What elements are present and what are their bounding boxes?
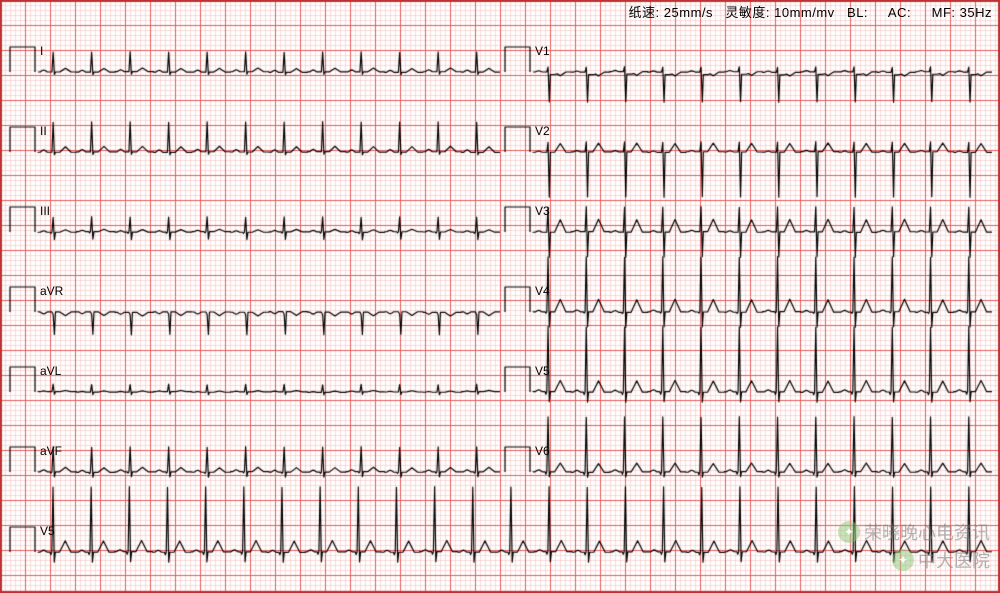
ecg-waveforms [0,0,1000,593]
ecg-container: 纸速: 25mm/s 灵敏度: 10mm/mv BL: AC: MF: 35Hz… [0,0,1000,593]
